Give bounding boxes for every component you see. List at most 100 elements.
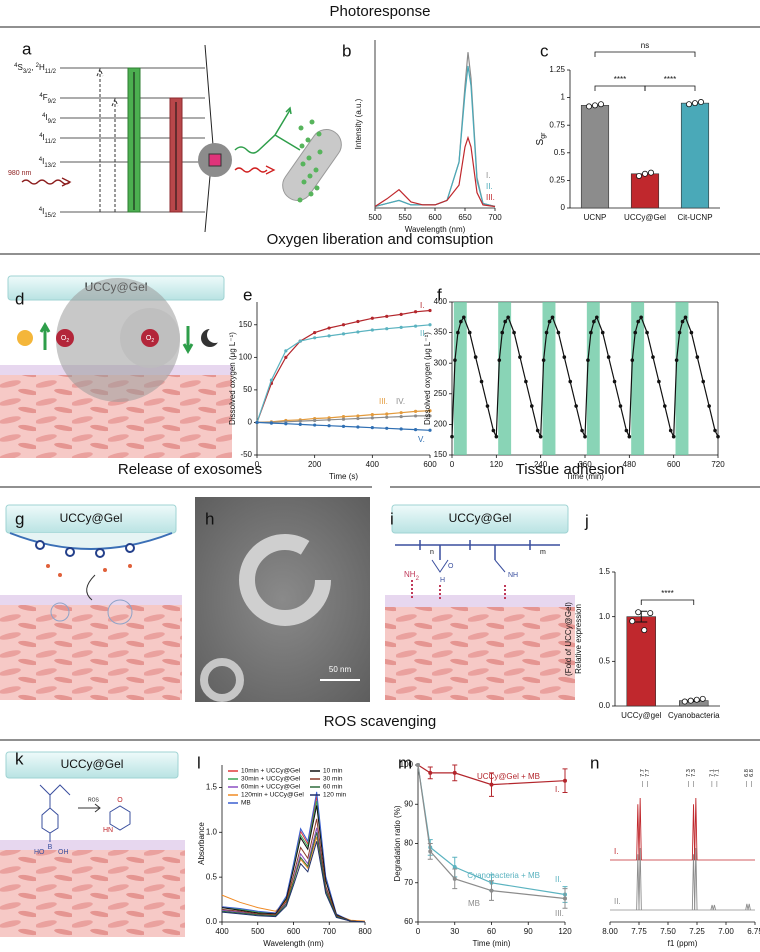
oxygen-label: O — [117, 797, 123, 804]
data-point — [668, 428, 673, 433]
peak-label: 6.8 — [744, 769, 750, 777]
data-point — [459, 319, 463, 324]
x-tick-label: 600 — [287, 927, 301, 936]
level-main: H — [39, 63, 45, 72]
x-tick-label: 60 — [487, 927, 496, 936]
chlorophyll — [299, 143, 305, 149]
x-tick-label: 7.00 — [718, 927, 734, 936]
series-label: II. — [486, 182, 493, 191]
level-sup: 4 — [39, 133, 43, 139]
data-point — [341, 424, 346, 428]
y-axis-label-sub: gr — [540, 132, 547, 139]
x-tick-label: 600 — [428, 213, 442, 222]
arrow — [133, 72, 177, 210]
oxygen-label: O — [448, 563, 454, 570]
level-sub: 9/2 — [48, 99, 57, 105]
panel-letter: f — [437, 285, 442, 304]
level-main: S — [18, 63, 23, 72]
data-point — [589, 330, 593, 335]
data-point — [500, 330, 505, 335]
y-tick-label: 90 — [404, 799, 413, 808]
significance-label: ns — [641, 41, 649, 50]
data-point — [657, 379, 661, 384]
data-point — [255, 420, 259, 425]
data-point — [701, 379, 706, 384]
data-point — [674, 358, 679, 362]
chain-label: n — [430, 549, 434, 556]
y-tick-label: 50 — [243, 385, 252, 394]
chlorophyll — [301, 179, 307, 185]
data-point — [327, 326, 331, 330]
data-point — [370, 328, 374, 332]
data-point — [385, 412, 389, 416]
o2-sub: 2 — [151, 338, 154, 344]
data-point — [313, 336, 317, 340]
chlorophyll — [307, 173, 313, 179]
y-tick-label: 60 — [404, 917, 413, 926]
level-main: I — [42, 207, 44, 216]
legend-label: 120min + UCCy@Gel — [241, 792, 304, 799]
level-sub: 9/2 — [48, 119, 57, 125]
peak-label: 7.1 — [714, 769, 720, 777]
data-point — [385, 327, 389, 331]
series-label: V. — [418, 435, 425, 444]
x-axis-label: Wavelength (nm) — [405, 225, 466, 234]
data-point — [530, 404, 534, 408]
y-axis-label: Absorbance — [197, 822, 206, 865]
legend-label: 30min + UCCy@Gel — [241, 776, 301, 783]
data-point — [385, 415, 389, 419]
chlorophyll — [298, 125, 304, 131]
data-point — [428, 414, 432, 418]
panel-letter: m — [398, 753, 412, 772]
y-tick-label: 100 — [400, 760, 414, 769]
panel-letter: h — [205, 509, 214, 528]
data-point — [399, 411, 403, 415]
data-point — [618, 404, 623, 408]
peak-label: 6.8 — [749, 769, 755, 777]
series-line — [374, 52, 496, 208]
x-tick-label: UCCy@gel — [621, 711, 661, 720]
peak — [712, 904, 717, 911]
level-sub: 11/2 — [45, 69, 57, 75]
panel-letter: n — [590, 753, 599, 772]
y-tick-label: 0.5 — [554, 148, 566, 157]
data-point — [541, 358, 546, 362]
level-main: F — [43, 93, 48, 102]
data-point — [574, 404, 578, 408]
data-point — [600, 330, 605, 335]
excitation-arrow — [21, 177, 72, 187]
data-point — [269, 421, 274, 425]
y-tick-label: -50 — [240, 450, 252, 459]
data-point — [370, 416, 374, 420]
series-label: III. — [486, 193, 495, 202]
data-point — [512, 330, 516, 335]
series-line — [256, 324, 431, 423]
y-tick-label: 0 — [561, 203, 566, 212]
data-point — [556, 330, 561, 335]
panel-letter: a — [22, 39, 32, 58]
y-tick-label: 0.75 — [549, 120, 565, 129]
legend-label: 30 min — [323, 776, 343, 783]
nanoparticle-core — [208, 153, 222, 167]
data-point — [547, 319, 552, 324]
level-label: 4I13/2 — [39, 157, 57, 169]
data-point — [327, 418, 331, 422]
y-tick-label: 1.5 — [206, 783, 218, 792]
y-axis-label: Sgr — [535, 132, 548, 146]
error-bar — [489, 880, 494, 901]
x-tick-label: 400 — [366, 460, 380, 469]
data-point — [636, 319, 640, 324]
section-title: Release of exosomes — [118, 461, 262, 478]
data-point — [298, 422, 302, 426]
data-point — [692, 100, 699, 107]
series-line — [221, 841, 366, 923]
y-tick-label: 0.25 — [549, 176, 565, 185]
diagram-d: UCCy@Gel O2 O2 — [0, 275, 232, 458]
data-point — [568, 379, 573, 384]
data-point — [341, 332, 346, 336]
data-point — [592, 102, 599, 109]
data-point — [413, 409, 418, 413]
separator: , — [31, 63, 35, 72]
hydroxyl-label: OH — [58, 849, 69, 856]
data-point — [681, 698, 688, 705]
